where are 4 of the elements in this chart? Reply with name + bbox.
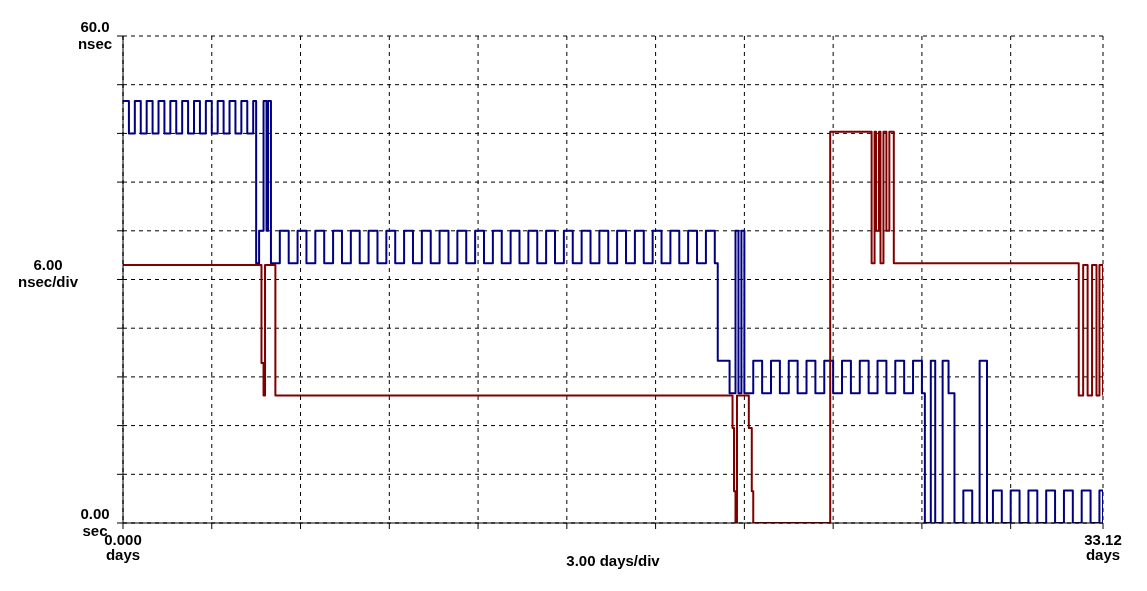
y-axis-title: 6.00 nsec/div — [17, 255, 79, 290]
y-tick-label: 60.0 nsec — [77, 18, 113, 52]
x-axis-title: 3.00 days/div — [566, 552, 661, 569]
x-tick-label: 33.12 days — [1084, 531, 1122, 563]
